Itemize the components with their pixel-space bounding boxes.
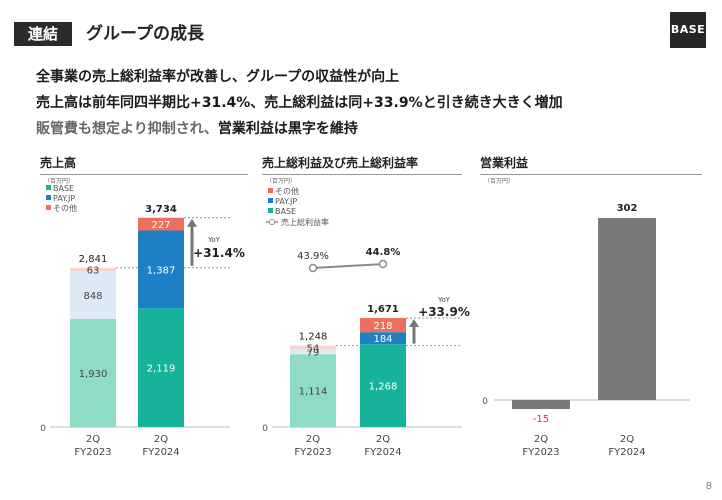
gp-margin-label-0: 43.9% [297,251,329,262]
op-bar-0 [512,400,570,410]
op-cat-1-line0: 2Q [620,434,634,445]
rev-value-0-0: 1,930 [79,369,108,380]
gp-unit: （百万円） [266,178,296,185]
lead-line-3b: 営業利益は黒字を維持 [217,121,358,137]
gp-bar-1-0 [290,349,336,355]
rev-yoy-label: YoY [207,236,221,244]
rev-zero-label: 0 [40,424,46,434]
gp-value-2-0: 54 [307,343,320,354]
section-title-operating-profit: 営業利益 [480,154,702,175]
gp-bar-1-1 [360,332,406,345]
rev-bar-2-1 [138,217,184,231]
gp-cat-1-line1: FY2024 [364,447,401,458]
gp-cat-0-line1: FY2023 [294,447,331,458]
rev-yoy-arrow-head [187,218,197,227]
gp-legend-payjp-label: PAY.JP [275,197,297,206]
rev-legend-payjp-label: PAY.JP [53,194,75,203]
gp-margin-label-1: 44.8% [366,247,401,258]
gp-value-2-1: 218 [373,321,392,332]
rev-cat-1-line0: 2Q [154,434,168,445]
rev-bar-0-1 [138,308,184,427]
rev-unit: （百万円） [44,178,74,185]
rev-legend-other-swatch [46,205,51,210]
gp-bar-2-1 [360,317,406,333]
op-cat-1-line1: FY2024 [608,447,645,458]
gp-total-1: 1,671 [367,304,399,315]
rev-bar-1-1 [138,230,184,309]
section-title-revenue: 売上高 [40,154,248,175]
section-title-gross-profit: 売上総利益及び売上総利益率 [262,154,462,175]
rev-bar-0-0 [70,318,116,427]
rev-legend-base-swatch [46,185,51,190]
consolidated-tag: 連結 [14,22,72,46]
rev-legend-payjp-swatch [46,195,51,200]
rev-value-1-1: 1,387 [147,265,176,276]
gp-yoy-value: +33.9% [418,305,470,319]
op-cat-0-line1: FY2023 [522,447,559,458]
rev-bar-1-0 [70,271,116,319]
gp-margin-line [312,263,384,269]
page-number: 8 [705,481,712,492]
op-value-1: 302 [617,203,638,214]
rev-value-2-0: 63 [87,266,100,277]
rev-total-0: 2,841 [79,254,108,265]
op-zero-label: 0 [482,397,488,407]
lead-line-1: 全事業の売上総利益率が改善し、グループの収益性が向上 [36,69,400,85]
gp-cat-1-line0: 2Q [376,434,390,445]
rev-total-1: 3,734 [145,204,177,215]
op-value-0: -15 [533,414,549,425]
rev-bar-2-0 [70,267,116,272]
gp-cat-0-line0: 2Q [306,434,320,445]
rev-cat-0-line0: 2Q [86,434,100,445]
gp-value-0-0: 1,114 [299,387,328,398]
gp-legend-margin-label: 売上総利益率 [281,217,329,227]
rev-value-2-1: 227 [151,220,170,231]
lead-line-2: 売上高は前年同四半期比+31.4%、売上総利益は同+33.9%と引き続き大きく増… [36,95,563,111]
gp-margin-dot-1 [378,259,388,269]
gp-yoy-arrow-head [409,318,419,327]
gp-legend-margin-dot [269,219,275,225]
rev-value-0-1: 2,119 [147,364,176,375]
gp-value-1-1: 184 [373,334,392,345]
gp-value-0-1: 1,268 [369,382,398,393]
gp-legend-base-label: BASE [275,207,296,216]
rev-cat-1-line1: FY2024 [142,447,179,458]
gp-bar-2-0 [290,345,336,350]
lead-line-3a: 販管費も想定より抑制され、 [36,121,218,137]
gp-total-0: 1,248 [299,332,328,343]
gp-bar-0-0 [290,354,336,427]
base-logo: BASE [670,12,706,48]
op-bar-1 [598,218,656,400]
gp-legend-other-label: その他 [275,186,299,196]
gp-value-1-0: 79 [307,348,320,359]
gp-margin-dot-0 [308,263,318,273]
rev-value-1-0: 848 [83,291,102,302]
rev-yoy-value: +31.4% [193,246,245,260]
rev-legend-base-label: BASE [53,184,74,193]
lead-line-3: 販管費も想定より抑制され、営業利益は黒字を維持 [36,118,358,138]
page-title: グループの成長 [86,24,204,44]
gp-legend-other-swatch [268,188,273,193]
op-unit: （百万円） [484,178,514,185]
gp-zero-label: 0 [262,424,268,434]
op-cat-0-line0: 2Q [534,434,548,445]
gp-legend-base-swatch [268,208,273,213]
rev-cat-0-line1: FY2023 [74,447,111,458]
rev-legend-other-label: その他 [53,203,77,213]
gp-legend-payjp-swatch [268,198,273,203]
gp-bar-0-1 [360,344,406,427]
gp-yoy-label: YoY [437,296,451,304]
